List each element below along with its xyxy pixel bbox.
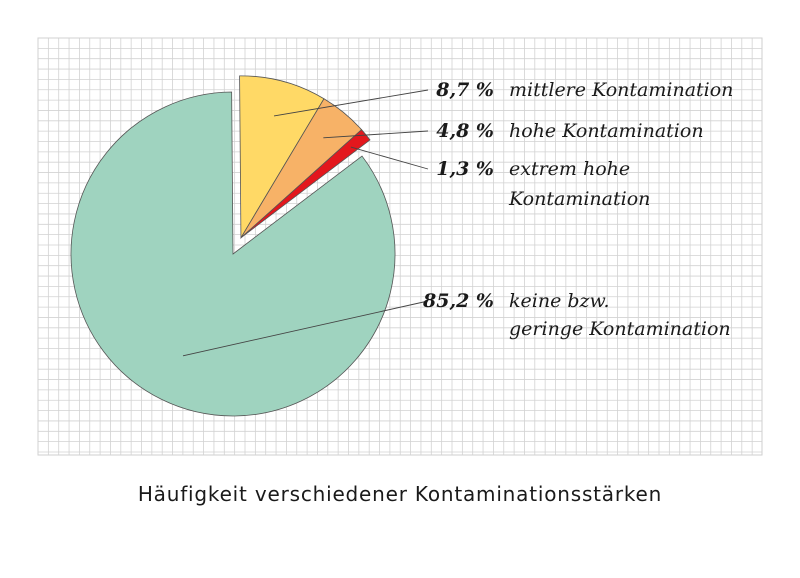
leader-line [323,130,429,139]
slice-percent-label: 1,3 % [436,158,494,180]
slice-category-label: geringe Kontamination [509,318,731,340]
slice-percent-label: 85,2 % [422,290,494,312]
pie-slice [239,75,325,240]
leader-line [273,89,429,117]
slice-percent-label: 8,7 % [435,79,494,101]
slice-labels: 85,2 % keine bzw. geringe Kontamination 8,7… [422,79,733,340]
pie-slices [70,75,396,417]
chart-title: Häufigkeit verschiedener Kontaminationss… [137,482,663,506]
slice-category-label: keine bzw. [509,290,610,312]
slice-category-label: Kontamination [508,188,650,210]
leader-line [182,300,429,357]
slice-category-label: extrem hohe [509,158,630,180]
leader-lines [182,89,429,357]
pie-slice [70,91,396,417]
slice-category-label: mittlere Kontamination [509,79,733,101]
slice-category-label: hohe Kontamination [509,120,704,142]
leader-line [350,146,429,170]
slice-percent-label: 4,8 % [436,120,494,142]
